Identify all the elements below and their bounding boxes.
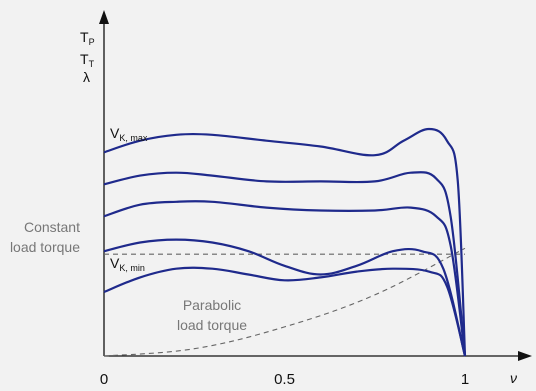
constant-load-label-line1: Constant: [24, 219, 80, 235]
series-curve-5: [103, 266, 467, 357]
series-curve-3: [103, 200, 467, 357]
reference-lines: [103, 247, 466, 357]
y-label-tt: TT: [80, 51, 95, 69]
parabolic-load-label-line1: Parabolic: [183, 297, 241, 313]
y-label-lambda: λ: [83, 69, 90, 85]
series-label-vk-min: VK, min: [110, 255, 145, 273]
x-tick-label: 0: [100, 371, 108, 388]
x-tick-labels: 0 0.5 1: [100, 371, 469, 388]
x-axis-label: ν: [510, 370, 517, 386]
x-tick-label: 0.5: [274, 371, 295, 388]
series-curve-1: [103, 127, 467, 357]
constant-load-label-line2: load torque: [10, 239, 80, 255]
series-layer: [103, 127, 467, 357]
x-tick-label: 1: [461, 371, 469, 388]
y-label-tp: TP: [80, 29, 95, 47]
x-axis-arrow: [518, 351, 532, 361]
parabolic-load-label-line2: load torque: [177, 317, 247, 333]
series-curve-2: [103, 171, 467, 357]
y-axis-arrow: [99, 10, 109, 24]
series-curve-4: [103, 238, 467, 357]
series-label-vk-max: VK, max: [110, 125, 148, 143]
parabolic-load-torque-curve: [103, 247, 466, 357]
